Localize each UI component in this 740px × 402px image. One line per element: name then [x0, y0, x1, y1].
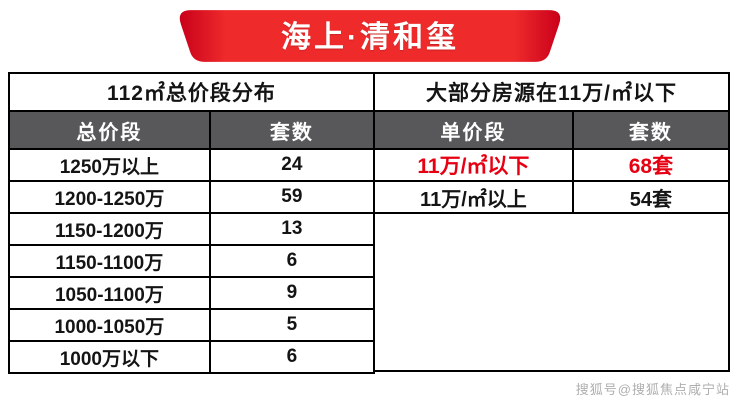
- total-price-table: 112㎡总价段分布 总价段 套数 1250万以上 24 1200-1250万 5…: [8, 72, 376, 374]
- table-row: 1000-1050万 5: [8, 308, 376, 342]
- empty-area-row: [374, 213, 729, 371]
- table-row: 1200-1250万 59: [8, 180, 376, 214]
- count-cell: 59: [208, 180, 376, 214]
- unit-price-cell: 11万/㎡以上: [373, 180, 574, 214]
- count-cell: 24: [208, 148, 376, 182]
- price-range-cell: 1000-1050万: [8, 308, 211, 342]
- count-cell: 68套: [571, 148, 731, 182]
- price-range-cell: 1000万以下: [8, 340, 211, 374]
- price-range-cell: 1050-1100万: [8, 276, 211, 310]
- watermark: 搜狐号@搜狐焦点咸宁站: [575, 382, 730, 397]
- right-col-header-unit-price: 单价段: [373, 110, 574, 150]
- title-banner: 海上·清和玺: [175, 8, 565, 64]
- count-cell: 13: [208, 212, 376, 246]
- left-col-header-price-range: 总价段: [8, 110, 211, 150]
- count-cell: 6: [208, 340, 376, 374]
- price-range-cell: 1250万以上: [8, 148, 211, 182]
- table-row-highlight: 11万/㎡以下 68套: [373, 148, 731, 182]
- left-table-title: 112㎡总价段分布: [8, 72, 375, 112]
- price-range-cell: 1150-1100万: [8, 244, 211, 278]
- table-row: 1250万以上 24: [8, 148, 376, 182]
- table-row: 1150-1100万 6: [8, 244, 376, 278]
- left-table-header-row: 总价段 套数: [8, 110, 376, 150]
- right-table-title: 大部分房源在11万/㎡以下: [373, 72, 730, 112]
- left-col-header-count: 套数: [208, 110, 376, 150]
- price-range-cell: 1150-1200万: [8, 212, 211, 246]
- table-row: 11万/㎡以上 54套: [373, 180, 731, 214]
- tables-container: 112㎡总价段分布 总价段 套数 1250万以上 24 1200-1250万 5…: [8, 72, 731, 374]
- left-table-title-row: 112㎡总价段分布: [8, 72, 375, 112]
- count-cell: 54套: [571, 180, 731, 214]
- table-row: 1150-1200万 13: [8, 212, 376, 246]
- empty-area: [374, 213, 729, 371]
- unit-price-cell: 11万/㎡以下: [373, 148, 574, 182]
- right-table-header-row: 单价段 套数: [373, 110, 731, 150]
- ribbon-shape-icon: [179, 10, 561, 62]
- price-range-cell: 1200-1250万: [8, 180, 211, 214]
- count-cell: 6: [208, 244, 376, 278]
- count-cell: 5: [208, 308, 376, 342]
- right-table-title-row: 大部分房源在11万/㎡以下: [373, 72, 730, 112]
- table-row: 1050-1100万 9: [8, 276, 376, 310]
- unit-price-table: 大部分房源在11万/㎡以下 单价段 套数 11万/㎡以下 68套 11万/㎡以上…: [373, 72, 731, 372]
- right-col-header-count: 套数: [571, 110, 731, 150]
- table-row: 1000万以下 6: [8, 340, 376, 374]
- banner-title: 海上·清和玺: [281, 21, 459, 54]
- count-cell: 9: [208, 276, 376, 310]
